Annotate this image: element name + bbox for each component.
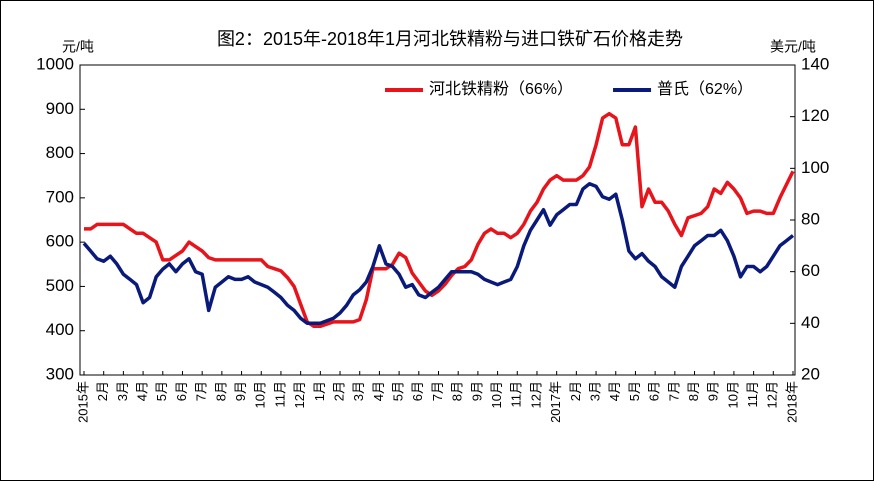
x-tick-label: 11月 — [509, 381, 524, 408]
legend-label: 普氏（62%） — [657, 80, 753, 98]
x-tick-label: 11月 — [272, 381, 287, 408]
x-tick-label: 8月 — [213, 381, 228, 401]
y-tick-label: 1000 — [36, 54, 74, 73]
x-tick-label: 4月 — [371, 381, 386, 401]
y2-tick-label: 40 — [801, 313, 820, 332]
y2-tick-label: 120 — [801, 106, 829, 125]
x-tick-label: 7月 — [666, 381, 681, 401]
x-tick-label: 6月 — [174, 381, 189, 401]
x-tick-label: 3月 — [587, 381, 602, 401]
x-tick-label: 11月 — [745, 381, 760, 408]
x-tick-label: 4月 — [135, 381, 150, 401]
x-tick-label: 4月 — [607, 381, 622, 401]
x-tick-label: 9月 — [706, 381, 721, 401]
y2-axis-label: 美元/吨 — [770, 39, 816, 55]
x-tick-label: 8月 — [686, 381, 701, 401]
x-tick-label: 2015年 — [75, 381, 90, 423]
x-tick-label: 2月 — [95, 381, 110, 401]
x-tick-label: 8月 — [450, 381, 465, 401]
x-tick-label: 5月 — [627, 381, 642, 401]
x-tick-label: 12月 — [292, 381, 307, 408]
y2-tick-label: 60 — [801, 261, 820, 280]
x-tick-label: 7月 — [194, 381, 209, 401]
x-tick-label: 3月 — [115, 381, 130, 401]
x-tick-label: 6月 — [647, 381, 662, 401]
x-tick-label: 3月 — [351, 381, 366, 401]
y2-tick-label: 100 — [801, 158, 829, 177]
chart-title: 图2：2015年-2018年1月河北铁精粉与进口铁矿石价格走势 — [217, 29, 683, 49]
y-tick-label: 500 — [46, 276, 74, 295]
y-tick-label: 300 — [46, 364, 74, 383]
x-tick-label: 5月 — [391, 381, 406, 401]
y-tick-label: 600 — [46, 232, 74, 251]
legend-label: 河北铁精粉（66%） — [429, 80, 573, 98]
x-tick-label: 2月 — [568, 381, 583, 401]
y-tick-label: 400 — [46, 320, 74, 339]
y-tick-label: 800 — [46, 143, 74, 162]
line-series — [84, 111, 795, 329]
x-tick-label: 12月 — [765, 381, 780, 408]
x-tick-label: 2017年 — [548, 381, 563, 423]
y-tick-label: 900 — [46, 99, 74, 118]
x-tick-label: 2018年 — [784, 381, 799, 423]
x-tick-label: 12月 — [528, 381, 543, 408]
x-tick-label: 5月 — [154, 381, 169, 401]
x-tick-label: 7月 — [430, 381, 445, 401]
x-tick-label: 2月 — [331, 381, 346, 401]
x-tick-label: 10月 — [725, 381, 740, 408]
x-tick-label: 10月 — [489, 381, 504, 408]
line-series — [82, 182, 795, 326]
y2-tick-label: 80 — [801, 209, 820, 228]
x-tick-label: 6月 — [410, 381, 425, 401]
y2-tick-label: 140 — [801, 54, 829, 73]
y-axis-label: 元/吨 — [62, 39, 94, 55]
y-tick-label: 700 — [46, 187, 74, 206]
x-tick-label: 9月 — [233, 381, 248, 401]
x-tick-label: 10月 — [253, 381, 268, 408]
x-tick-label: 1月 — [312, 381, 327, 401]
x-tick-label: 9月 — [469, 381, 484, 401]
y2-tick-label: 20 — [801, 364, 820, 383]
